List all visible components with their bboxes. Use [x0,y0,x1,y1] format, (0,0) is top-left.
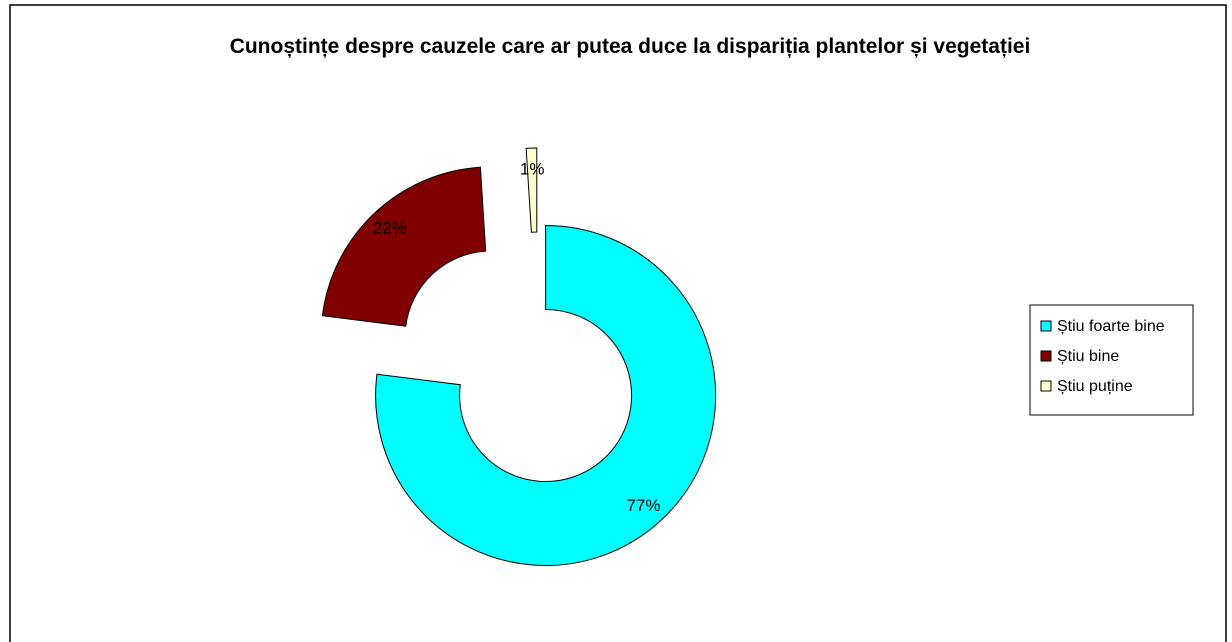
doughnut-slice [525,147,538,233]
legend-label: Știu foarte bine [1057,318,1165,335]
legend-label: Știu bine [1057,348,1119,365]
data-label: 22% [373,219,407,238]
chart-title: Cunoștințe despre cauzele care ar putea … [229,35,1031,58]
doughnut-slice [375,224,717,566]
legend-swatch [1040,350,1052,362]
doughnut-slice [321,166,487,327]
legend-label: Știu puține [1057,378,1133,395]
data-label: 1% [520,160,545,179]
legend-swatch [1040,380,1052,392]
legend-box [1029,304,1194,416]
legend-swatch [1040,320,1052,332]
data-label: 77% [626,496,660,515]
